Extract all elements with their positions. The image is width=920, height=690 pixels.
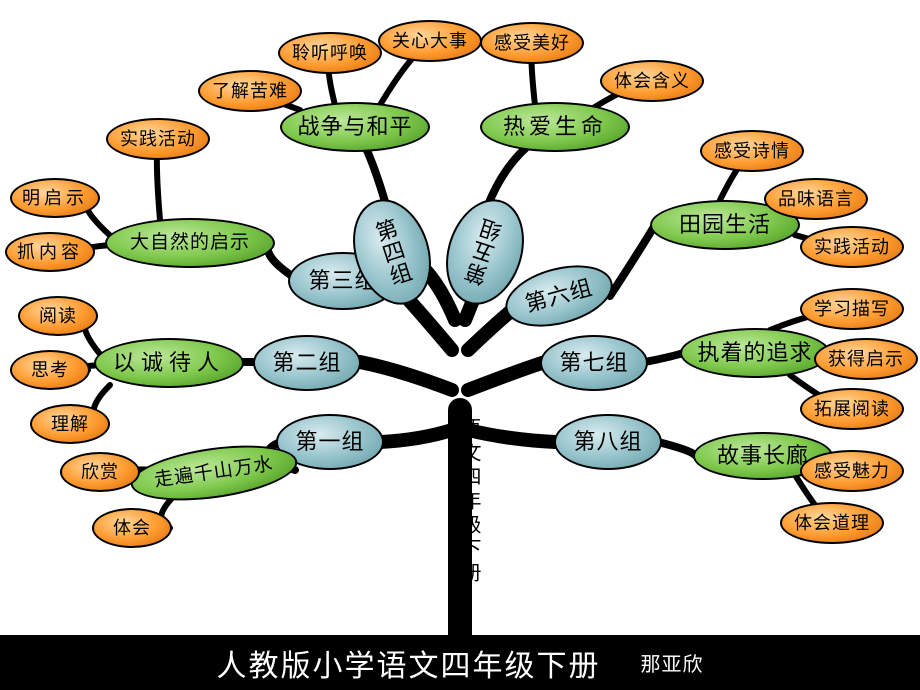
leaf-experience: 体会	[92, 508, 172, 548]
topic-5: 热爱生命	[480, 102, 630, 152]
leaf-moral: 体会道理	[780, 502, 884, 544]
topic-7: 执着的追求	[680, 328, 830, 378]
leaf-appreciate: 欣赏	[60, 452, 140, 492]
leaf-poetry: 感受诗情	[700, 130, 804, 172]
leaf-care: 关心大事	[378, 20, 482, 62]
leaf-charm: 感受魅力	[800, 450, 904, 492]
group-7: 第七组	[540, 335, 648, 391]
topic-2: 以诚待人	[94, 338, 244, 388]
topic-4: 战争与和平	[280, 102, 430, 152]
leaf-content: 抓内容	[5, 232, 95, 272]
leaf-inspire: 获得启示	[814, 338, 918, 380]
leaf-language: 品味语言	[764, 178, 868, 220]
leaf-practice2: 实践活动	[800, 226, 904, 268]
leaf-understand: 理解	[30, 404, 110, 444]
leaf-beauty: 感受美好	[480, 22, 584, 64]
leaf-practice1: 实践活动	[106, 118, 210, 160]
footer-title: 人教版小学语文四年级下册	[217, 641, 601, 685]
mindmap-canvas: 语文四年级下册 第一组 第二组 第三组 第四组 第五组 第六组 第七组 第八组 …	[0, 0, 920, 690]
topic-3: 大自然的启示	[105, 218, 275, 268]
footer-bar: 人教版小学语文四年级下册 那亚欣	[0, 635, 920, 690]
leaf-read: 阅读	[18, 296, 98, 336]
leaf-meaning: 体会含义	[600, 60, 704, 102]
footer-author: 那亚欣	[641, 648, 704, 677]
leaf-listen: 聆听呼唤	[278, 32, 382, 74]
leaf-extend: 拓展阅读	[800, 388, 904, 430]
leaf-think: 思考	[10, 350, 90, 390]
leaf-suffering: 了解苦难	[198, 70, 302, 112]
leaf-enlighten: 明启示	[10, 178, 100, 218]
group-8: 第八组	[554, 414, 662, 470]
group-2: 第二组	[253, 335, 361, 391]
leaf-describe: 学习描写	[800, 288, 904, 330]
topic-1: 走遍千山万水	[127, 437, 300, 510]
trunk-label: 语文四年级下册	[455, 418, 484, 586]
